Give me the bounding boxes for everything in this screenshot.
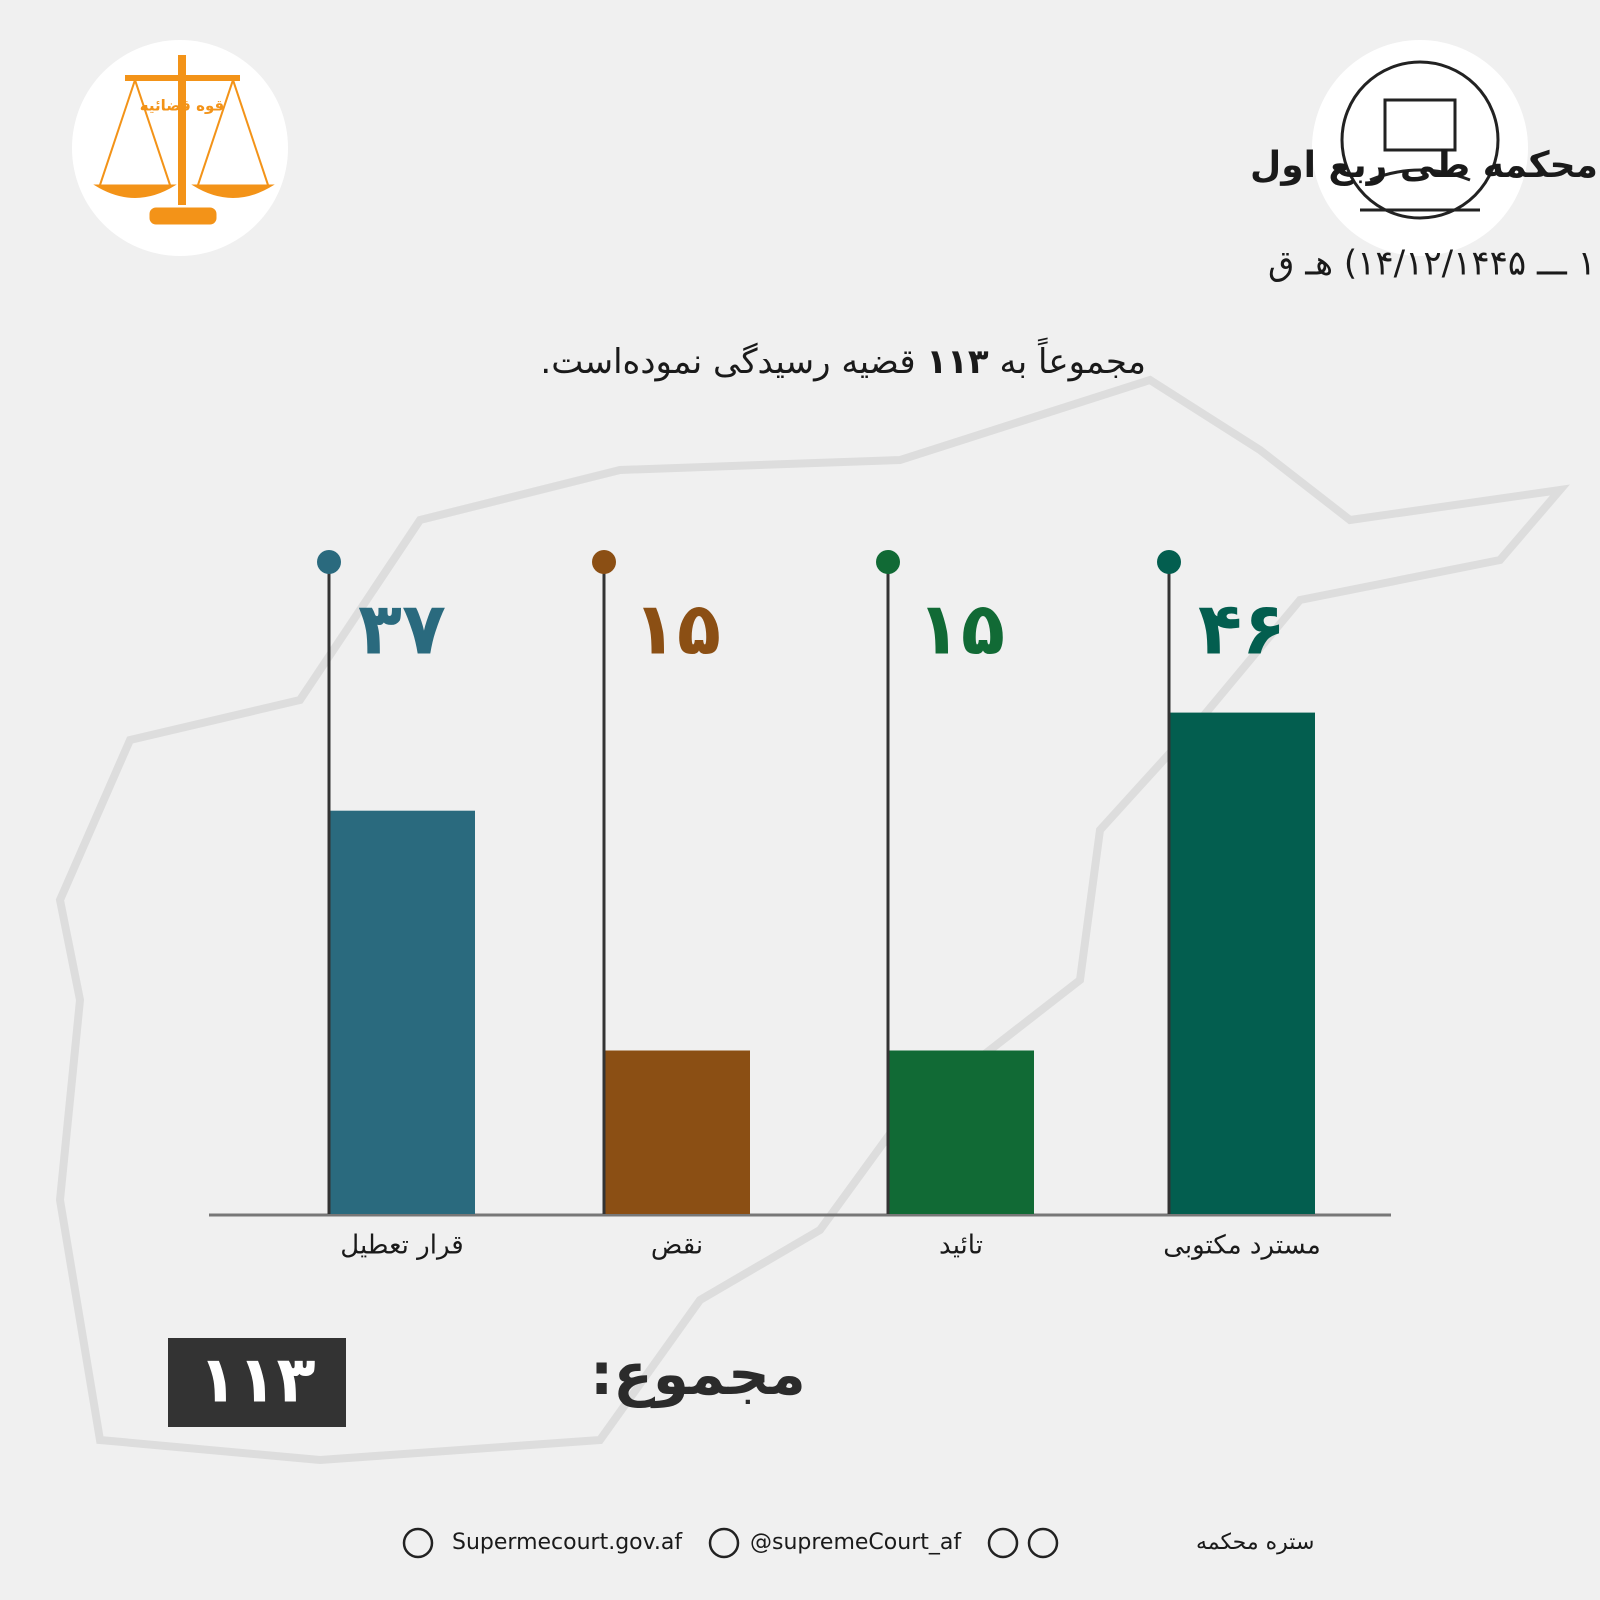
bar [888,1050,1034,1214]
total-label: مجموع: [590,1340,806,1409]
summary-number: ۱۱۳ [926,342,989,382]
footer-channel: ستره محکمه [1196,1530,1314,1555]
scales-icon [93,55,275,225]
footer-icons [402,1527,1059,1559]
footer-twitter: @supremeCourt_af [750,1530,962,1555]
value-label: ۴۶ [1198,587,1286,671]
category-label: قرار تعطیل [340,1231,463,1261]
title: دیوان امنیت عامه تمیز مرکزی ستره محکمه ط… [1250,145,1600,186]
category-label: تائید [939,1231,983,1261]
bar [1169,712,1315,1214]
value-label: ۳۷ [358,587,446,671]
emblem [1312,40,1528,256]
stem-dot [1157,550,1181,574]
stem-dot [317,550,341,574]
bar [329,810,475,1214]
bar [604,1050,750,1214]
footer-website: Supermecourt.gov.af [452,1530,683,1555]
category-label: نقض [651,1231,703,1261]
summary: مجموعاً به ۱۱۳ قضیه رسیدگی نموده‌است. [540,336,1146,381]
value-label: ۱۵ [917,587,1005,671]
logo-text: قوه قضائیه [140,97,224,115]
emblem-icon [1340,60,1500,220]
background-map [55,375,1570,1465]
total-value: ۱۱۳ [198,1344,315,1418]
summary-after: قضیه رسیدگی نموده‌است. [540,342,915,382]
stem-dot [876,550,900,574]
stem-dot [592,550,616,574]
subtitle: سال ۱۴۰۳ هـ ش مطابق به (۱۰/۹/۱۴۴۵ ـــ ۱۴… [1268,244,1600,284]
value-label: ۱۵ [633,587,721,671]
total-box [168,1338,346,1427]
category-label: مسترد مکتوبی [1163,1231,1321,1261]
summary-before: مجموعاً به [999,336,1146,381]
